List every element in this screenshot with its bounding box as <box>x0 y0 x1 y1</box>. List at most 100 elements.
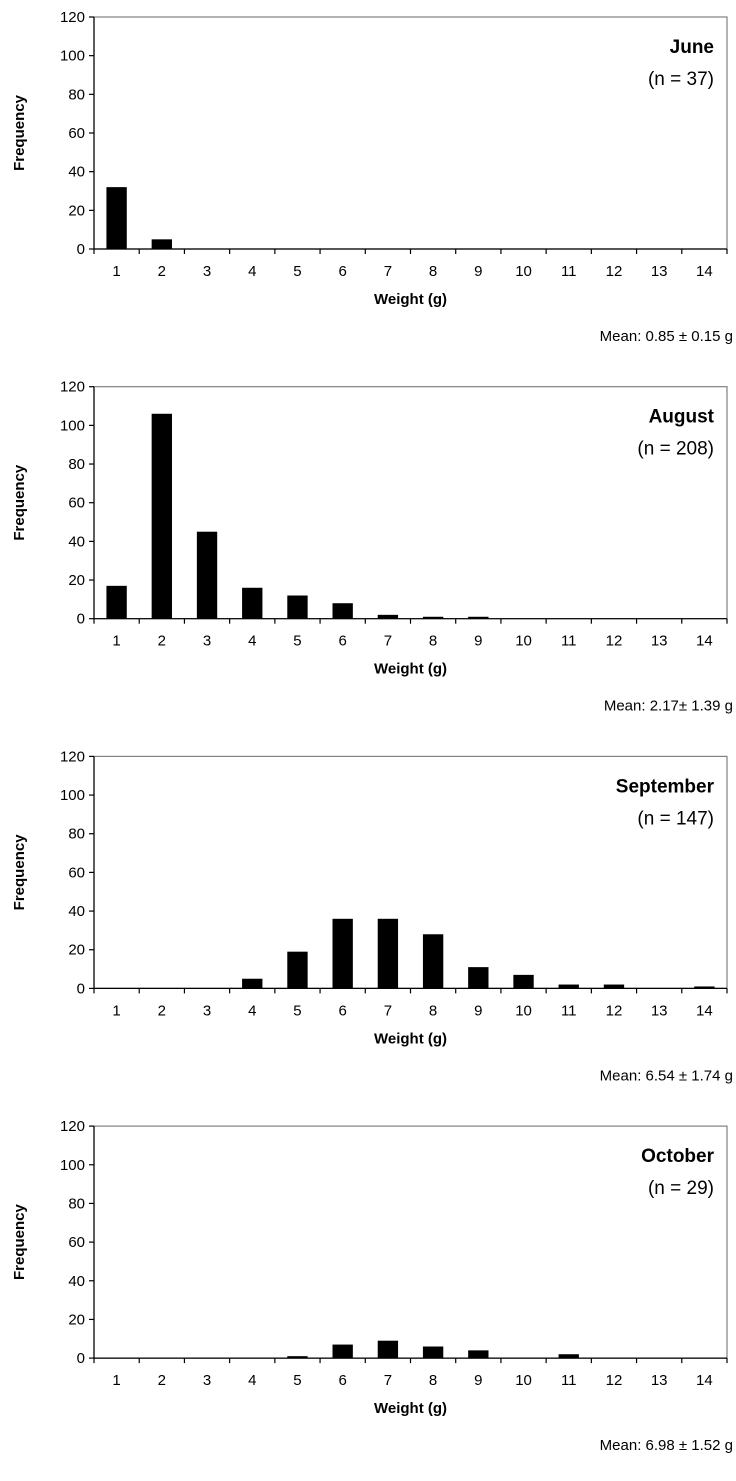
chart-title: October <box>641 1146 714 1167</box>
bar-2 <box>151 413 172 619</box>
bar-12 <box>603 984 625 989</box>
x-tick-label: 12 <box>606 1372 623 1389</box>
x-tick-label: 9 <box>474 633 482 650</box>
x-tick-label: 6 <box>339 263 347 280</box>
y-tick-label: 40 <box>68 903 85 920</box>
plot-frame <box>93 386 728 620</box>
x-tick-label: 1 <box>112 1372 120 1389</box>
chart-title: June <box>670 37 714 58</box>
x-tick-label: 2 <box>158 1372 166 1389</box>
x-tick-label: 13 <box>651 1372 668 1389</box>
plot-frame <box>93 1125 728 1359</box>
y-tick-label: 120 <box>60 379 85 396</box>
x-tick-label: 5 <box>293 1372 301 1389</box>
bar-5 <box>287 595 308 619</box>
x-tick-label: 13 <box>651 1002 668 1019</box>
sample-size-label: (n = 147) <box>637 808 714 829</box>
x-tick-label: 11 <box>561 1372 577 1389</box>
y-tick-label: 0 <box>77 611 85 628</box>
x-tick-label: 3 <box>203 263 211 280</box>
bar-9 <box>468 1350 489 1359</box>
x-axis-title: Weight (g) <box>374 291 447 308</box>
y-tick-label: 100 <box>60 48 85 65</box>
x-tick-label: 11 <box>561 633 577 650</box>
y-tick-label: 20 <box>68 942 85 959</box>
y-tick-label: 60 <box>68 125 85 142</box>
y-tick-label: 40 <box>68 533 85 550</box>
bar-5 <box>287 1356 308 1359</box>
x-tick-label: 1 <box>112 1002 120 1019</box>
y-tick-label: 120 <box>60 1118 85 1135</box>
x-tick-label: 6 <box>339 1002 347 1019</box>
x-tick-label: 2 <box>158 263 166 280</box>
x-tick-label: 8 <box>429 1372 437 1389</box>
x-tick-label: 4 <box>248 1002 256 1019</box>
x-tick-label: 7 <box>384 633 392 650</box>
x-tick-label: 6 <box>339 633 347 650</box>
bar-7 <box>377 918 399 989</box>
x-tick-label: 1 <box>112 263 120 280</box>
y-tick-label: 100 <box>60 1157 85 1174</box>
y-tick-label: 0 <box>77 1350 85 1367</box>
x-tick-label: 11 <box>561 1002 577 1019</box>
plot-frame <box>93 16 728 250</box>
x-tick-label: 10 <box>515 1002 532 1019</box>
y-tick-label: 0 <box>77 980 85 997</box>
bar-8 <box>422 616 444 619</box>
mean-annotation: Mean: 0.85 ± 0.15 g <box>600 328 733 345</box>
bar-8 <box>422 934 444 989</box>
x-tick-label: 4 <box>248 1372 256 1389</box>
y-tick-label: 20 <box>68 1311 85 1328</box>
y-tick-label: 120 <box>60 748 85 765</box>
sample-size-label: (n = 37) <box>648 69 714 90</box>
mean-annotation: Mean: 2.17± 1.39 g <box>604 698 733 715</box>
y-tick-label: 120 <box>60 9 85 26</box>
x-tick-label: 7 <box>384 263 392 280</box>
x-tick-label: 8 <box>429 633 437 650</box>
x-axis-title: Weight (g) <box>374 661 447 678</box>
x-tick-label: 12 <box>606 263 623 280</box>
bar-11 <box>558 1354 579 1359</box>
bar-11 <box>558 984 579 989</box>
x-tick-label: 14 <box>696 263 713 280</box>
x-tick-label: 10 <box>515 1372 532 1389</box>
bar-4 <box>242 587 263 619</box>
x-tick-label: 7 <box>384 1372 392 1389</box>
y-axis-title: Frequency <box>11 834 28 911</box>
mean-annotation: Mean: 6.98 ± 1.52 g <box>600 1437 733 1454</box>
bar-1 <box>106 187 127 249</box>
y-axis-title: Frequency <box>11 464 28 541</box>
x-tick-label: 12 <box>606 1002 623 1019</box>
x-tick-label: 7 <box>384 1002 392 1019</box>
y-axis-title: Frequency <box>11 1204 28 1281</box>
y-tick-label: 100 <box>60 787 85 804</box>
y-tick-label: 60 <box>68 495 85 512</box>
chart-title: August <box>649 407 715 428</box>
y-tick-label: 20 <box>68 202 85 219</box>
x-tick-label: 14 <box>696 1372 713 1389</box>
x-tick-label: 3 <box>203 1372 211 1389</box>
x-tick-label: 13 <box>651 263 668 280</box>
y-tick-label: 0 <box>77 241 85 258</box>
bar-6 <box>332 603 353 619</box>
x-axis-title: Weight (g) <box>374 1400 447 1417</box>
bar-9 <box>468 967 489 989</box>
y-tick-label: 100 <box>60 417 85 434</box>
x-tick-label: 14 <box>696 1002 713 1019</box>
x-tick-label: 9 <box>474 263 482 280</box>
x-tick-label: 4 <box>248 263 256 280</box>
y-tick-label: 40 <box>68 164 85 181</box>
bar-7 <box>377 614 399 619</box>
x-tick-label: 5 <box>293 1002 301 1019</box>
y-tick-label: 40 <box>68 1273 85 1290</box>
y-tick-label: 60 <box>68 1234 85 1251</box>
y-tick-label: 60 <box>68 864 85 881</box>
x-tick-label: 9 <box>474 1372 482 1389</box>
bar-8 <box>422 1346 444 1359</box>
bar-10 <box>513 974 534 989</box>
x-tick-label: 6 <box>339 1372 347 1389</box>
bar-2 <box>151 239 172 249</box>
